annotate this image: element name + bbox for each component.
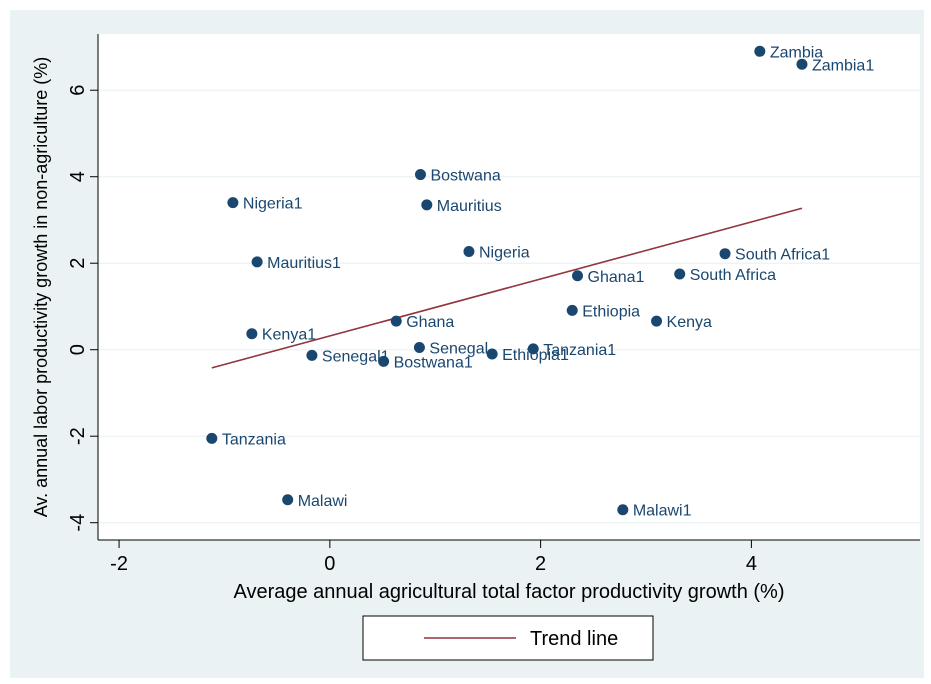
y-tick-label: 4 bbox=[67, 171, 89, 182]
data-point bbox=[463, 246, 475, 258]
chart-frame: -2 0 2 4 -4 -2 0 2 4 6 Zambia Zambia1 Bostwana Nige… bbox=[10, 10, 924, 678]
data-point bbox=[796, 58, 808, 70]
data-point-label: Ethiopia bbox=[582, 303, 640, 320]
data-point bbox=[251, 256, 263, 268]
data-point-label: Nigeria1 bbox=[243, 196, 303, 213]
legend-trend-label: Trend line bbox=[530, 628, 618, 650]
x-tick-label: -2 bbox=[110, 553, 128, 575]
data-point bbox=[206, 432, 218, 444]
data-point-label: Zambia1 bbox=[812, 57, 874, 74]
y-tick-label: 2 bbox=[67, 258, 89, 269]
data-point bbox=[566, 304, 578, 316]
data-point bbox=[674, 268, 686, 280]
data-point bbox=[390, 315, 402, 327]
data-point-label: Bostwana1 bbox=[394, 354, 473, 371]
data-point bbox=[282, 494, 294, 506]
data-point-label: Zambia bbox=[770, 44, 823, 61]
data-point bbox=[572, 270, 583, 282]
y-axis-title: Av. annual labor productivity growth in … bbox=[31, 57, 51, 518]
y-tick-label: -4 bbox=[67, 514, 89, 532]
data-point-label: Mauritius bbox=[437, 198, 502, 215]
data-point bbox=[617, 504, 629, 516]
data-point-label: Kenya bbox=[667, 314, 712, 331]
data-point-label: Senegal1 bbox=[322, 348, 390, 365]
data-point-label: Ghana bbox=[406, 314, 454, 331]
x-axis-ticks: -2 0 2 4 bbox=[110, 540, 757, 575]
data-point-label: Ghana1 bbox=[588, 269, 645, 286]
data-point-label: Tanzania bbox=[222, 431, 286, 448]
data-point-label: Kenya1 bbox=[262, 327, 316, 344]
data-point bbox=[651, 315, 663, 327]
data-point-label: Bostwana bbox=[430, 168, 500, 185]
data-point-label: Mauritius1 bbox=[267, 255, 341, 272]
trend-line-layer bbox=[211, 207, 803, 369]
grid-lines bbox=[98, 89, 920, 524]
y-axis-ticks: -4 -2 0 2 4 6 bbox=[67, 85, 98, 532]
data-point-label: South Africa1 bbox=[735, 247, 830, 264]
x-tick-label: 4 bbox=[746, 553, 757, 575]
data-point bbox=[413, 342, 425, 354]
x-tick-label: 2 bbox=[535, 553, 546, 575]
data-point-label: Ethiopia1 bbox=[502, 347, 569, 364]
data-point-label: Nigeria bbox=[479, 245, 530, 262]
x-axis-title: Average annual agricultural total factor… bbox=[233, 581, 784, 603]
y-tick-label: -2 bbox=[67, 427, 89, 445]
trend-line bbox=[211, 207, 803, 369]
data-point-label: Senegal bbox=[429, 341, 488, 358]
data-point-label: Tanzania1 bbox=[543, 342, 616, 359]
data-point bbox=[719, 248, 731, 260]
data-point-label: Malawi1 bbox=[633, 503, 692, 520]
data-point bbox=[527, 343, 539, 355]
y-tick-label: 0 bbox=[67, 344, 89, 355]
legend: Trend line bbox=[362, 615, 654, 661]
x-tick-label: 0 bbox=[324, 553, 335, 575]
data-point bbox=[306, 349, 318, 361]
y-tick-label: 6 bbox=[67, 85, 89, 96]
data-point bbox=[414, 169, 426, 181]
data-point bbox=[378, 355, 390, 367]
data-point bbox=[486, 348, 498, 360]
data-point-label: Malawi bbox=[298, 493, 348, 510]
data-point bbox=[421, 199, 433, 211]
data-point bbox=[754, 45, 766, 57]
data-point-label: South Africa bbox=[690, 267, 776, 284]
data-point bbox=[227, 197, 239, 209]
data-point bbox=[246, 328, 258, 340]
